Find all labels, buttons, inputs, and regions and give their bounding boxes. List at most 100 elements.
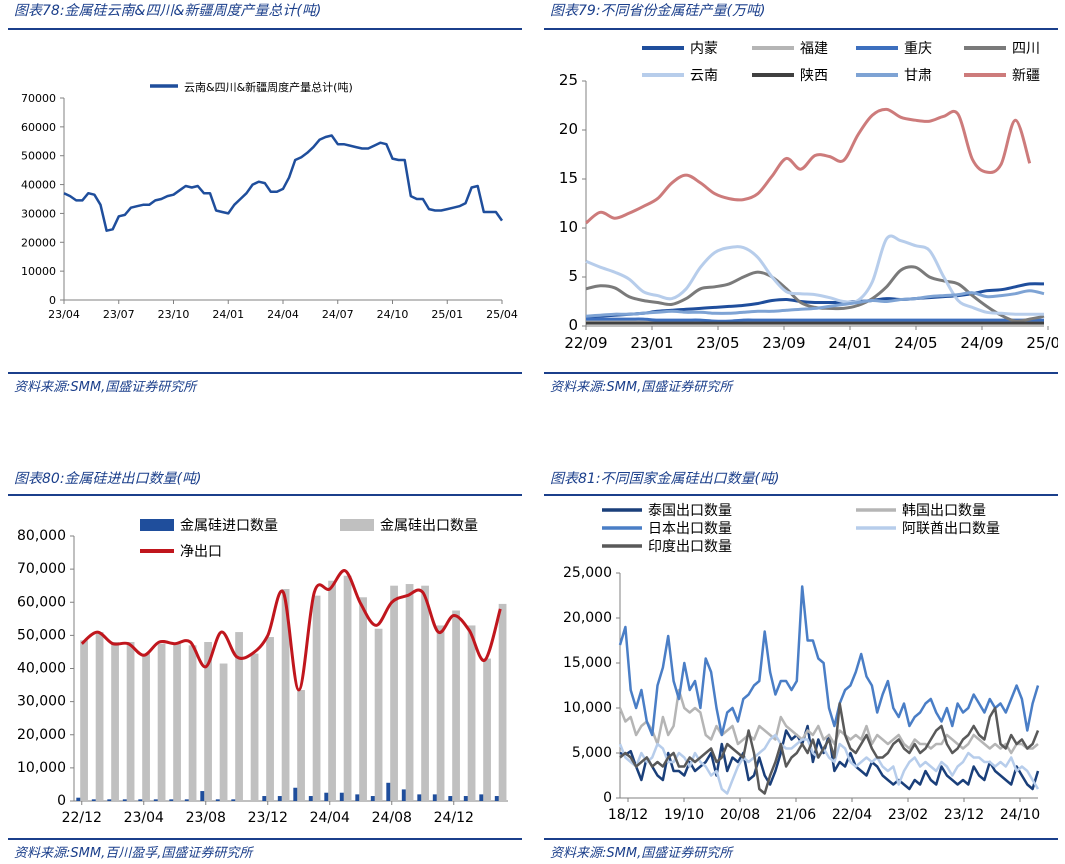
y-tick-label: 10000 [21, 265, 56, 278]
x-tick-label: 24/01 [212, 308, 244, 321]
y-tick-label: 20,000 [563, 610, 612, 626]
chart-source-81: 资料来源:SMM,国盛证券研究所 [550, 846, 733, 861]
x-tick-label: 20/08 [720, 807, 760, 823]
bar-export [374, 628, 383, 801]
legend-label: 印度出口数量 [648, 539, 732, 555]
source-rule-78 [8, 372, 522, 374]
bar-import [107, 799, 112, 801]
legend-label: 新疆 [1012, 68, 1040, 84]
chart-source-78: 资料来源:SMM,国盛证券研究所 [14, 380, 197, 395]
series-line-净出口 [80, 569, 502, 692]
legend-label: 陕西 [800, 68, 828, 84]
bar-import [184, 799, 190, 801]
bar-export [250, 653, 259, 801]
series-line-韩国出口数量 [618, 688, 1039, 755]
legend-label: 净出口 [180, 544, 222, 560]
bar-export [328, 580, 336, 801]
bar-export [359, 597, 367, 801]
title-rule-80 [8, 494, 522, 496]
x-tick-label: 25/04 [486, 308, 518, 321]
title-rule-78 [8, 28, 522, 30]
y-tick-label: 10,000 [563, 700, 612, 716]
source-rule-79 [544, 372, 1058, 374]
x-tick-label: 23/07 [103, 308, 135, 321]
chart-svg-79: 0 5 10 15 20 25 22/09 23/01 23/05 23/09 24/01 24/05… [559, 41, 1058, 352]
bar-import [370, 796, 376, 801]
bar-import [169, 799, 174, 801]
series-line-阿联酋出口数量 [618, 733, 1040, 795]
bar-import [324, 792, 329, 801]
bar-export [297, 690, 305, 801]
x-tick-label: 24/07 [322, 308, 354, 321]
x-tick-label: 22/12 [62, 810, 102, 826]
bar-import [448, 796, 453, 801]
x-tick-label: 23/05 [696, 334, 739, 352]
bar-export [188, 645, 197, 801]
x-tick-label: 18/12 [608, 807, 648, 823]
bar-import [494, 796, 500, 801]
bar-export [467, 625, 476, 801]
bar-import [463, 796, 469, 801]
chart-panel-78: 图表78:金属硅云南&四川&新疆周度产量总计(吨) 0 10000 20000 300… [8, 0, 522, 400]
chart-source-79: 资料来源:SMM,国盛证券研究所 [550, 380, 733, 395]
x-tick-label: 24/08 [372, 810, 412, 826]
bar-import [215, 799, 221, 801]
y-tick-label: 20 [559, 120, 578, 138]
x-tick-label: 23/02 [888, 807, 928, 823]
chart-svg-80: 0 10,000 20,000 30,000 40,000 50,000 60,000 70,… [17, 518, 508, 826]
y-tick-label: 15,000 [563, 655, 612, 671]
bar-export [204, 642, 212, 801]
bar-export [157, 643, 166, 801]
chart-svg-78: 0 10000 20000 30000 40000 50000 60000 70000 23/0… [21, 80, 518, 321]
legend-swatch [140, 519, 174, 531]
bar-import [200, 791, 205, 801]
bar-export [483, 658, 491, 801]
series-line-云南&四川&新疆周度产量总计(吨) [63, 134, 504, 232]
y-tick-label: 25,000 [563, 565, 612, 581]
y-tick-label: 15 [559, 169, 578, 187]
source-rule-80 [8, 838, 522, 840]
bar-export [95, 632, 104, 801]
bar-export [343, 575, 352, 801]
chart-svg-81: 0 5,000 10,000 15,000 20,000 25,000 18/12 19/10… [563, 503, 1040, 823]
bar-import [91, 799, 97, 801]
y-tick-label: 50000 [21, 150, 56, 163]
x-tick-label: 24/10 [1000, 807, 1040, 823]
bar-export [312, 595, 321, 801]
bar-export [235, 632, 243, 801]
series-line-印度出口数量 [619, 702, 1040, 795]
chart-source-80: 资料来源:SMM,百川盈孚,国盛证券研究所 [14, 846, 253, 861]
x-tick-label: 23/09 [762, 334, 805, 352]
x-tick-label: 23/04 [124, 810, 164, 826]
bar-import [479, 794, 484, 801]
chart-title-78: 图表78:金属硅云南&四川&新疆周度产量总计(吨) [14, 3, 322, 19]
legend-label: 金属硅进口数量 [180, 518, 278, 534]
bar-export [126, 642, 135, 801]
legend-label: 云南 [690, 68, 718, 84]
x-tick-label: 24/09 [960, 334, 1003, 352]
chart-title-79: 图表79:不同省份金属硅产量(万吨) [550, 3, 766, 19]
x-tick-label: 23/12 [248, 810, 288, 826]
bar-import [386, 782, 391, 801]
chart-panel-80: 图表80:金属硅进出口数量(吨) 0 10,000 20,000 30,000 40,0… [8, 468, 522, 864]
x-tick-label: 24/01 [828, 334, 871, 352]
y-tick-label: 10 [559, 218, 578, 236]
title-rule-79 [544, 28, 1058, 30]
legend-label: 福建 [800, 41, 828, 57]
y-tick-label: 20000 [21, 236, 56, 249]
legend-label: 泰国出口数量 [648, 503, 732, 519]
x-tick-label: 24/12 [434, 810, 474, 826]
legend-label: 内蒙 [690, 41, 718, 57]
series-line-新疆 [585, 107, 1032, 225]
bar-import [231, 799, 236, 801]
x-tick-label: 24/10 [377, 308, 409, 321]
legend-label: 金属硅出口数量 [380, 518, 478, 534]
x-tick-label: 23/04 [48, 308, 80, 321]
x-tick-label: 23/10 [158, 308, 190, 321]
x-tick-label: 23/01 [630, 334, 673, 352]
y-tick-label: 80,000 [17, 528, 66, 544]
bar-import [339, 792, 345, 801]
y-tick-label: 70000 [21, 92, 56, 105]
series-line-日本出口数量 [618, 585, 1040, 737]
chart-title-81: 图表81:不同国家金属硅出口数量(吨) [550, 471, 780, 487]
